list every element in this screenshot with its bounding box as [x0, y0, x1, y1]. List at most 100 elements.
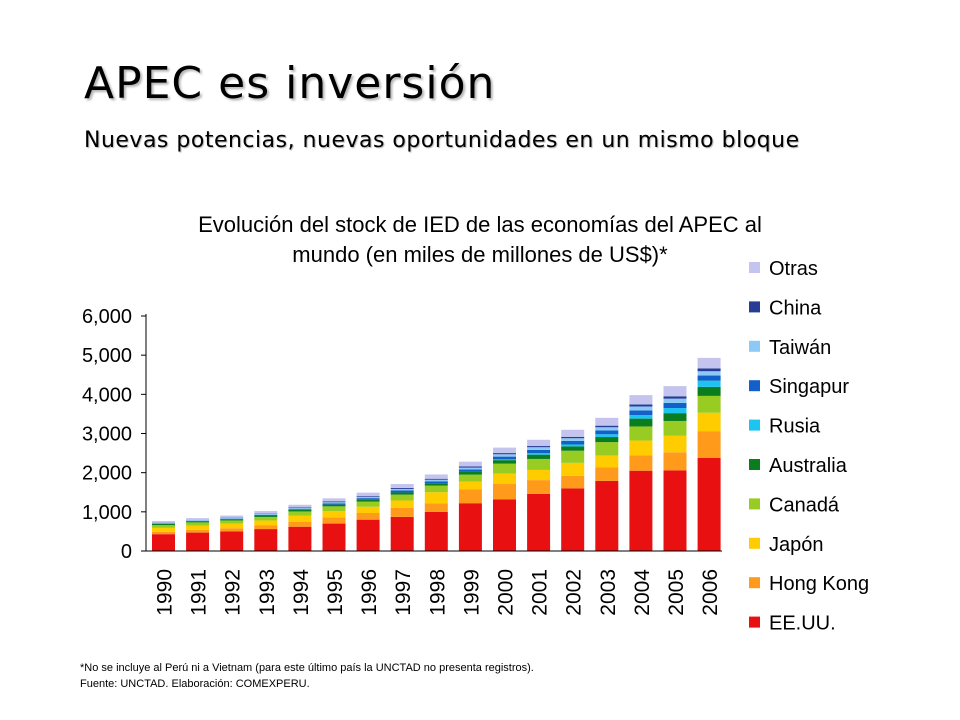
bar-segment: [527, 493, 551, 551]
x-tick-label: 2005: [665, 569, 688, 616]
bar-segment: [527, 458, 551, 470]
bar-segment: [527, 454, 551, 459]
bar-segment: [493, 447, 516, 454]
x-tick-label: 2002: [563, 569, 586, 616]
slide-title: APEC es inversión: [84, 58, 496, 109]
bar-segment: [663, 386, 687, 397]
bar-segment: [595, 417, 619, 426]
bar-segment: [152, 522, 175, 524]
bar-segment: [527, 447, 551, 450]
legend-label: Hong Kong: [769, 573, 869, 595]
bar-segment: [629, 440, 653, 456]
legend-swatch: [749, 301, 760, 313]
bar-segment: [356, 506, 380, 514]
bar-segment: [390, 490, 414, 493]
bar-segment: [152, 523, 175, 526]
bar-segment: [629, 404, 653, 407]
x-tick-label: 1998: [426, 569, 449, 616]
bar-segment: [561, 446, 585, 451]
bar-segment: [561, 440, 585, 445]
bar-segment: [458, 469, 482, 472]
bar-segment: [288, 521, 312, 527]
bar-segment: [356, 492, 380, 497]
x-tick-label: 2001: [529, 569, 552, 616]
bar-segment: [186, 529, 210, 533]
bar-segment: [663, 396, 687, 399]
bar-segment: [595, 437, 619, 443]
bar-segment: [356, 496, 380, 497]
bar-segment: [288, 509, 312, 510]
bar-segment: [356, 498, 380, 500]
bar-segment: [152, 521, 175, 523]
x-tick-label: 2000: [495, 569, 518, 616]
bar-segment: [152, 534, 175, 551]
bar-segment: [356, 499, 380, 502]
bar-segment: [561, 438, 585, 441]
y-tick-label: 2,000: [82, 463, 132, 485]
bar-segment: [697, 457, 721, 551]
bar-segment: [493, 454, 516, 457]
bar-segment: [595, 434, 619, 438]
y-tick-label: 3,000: [82, 424, 132, 446]
bar-segment: [288, 507, 312, 509]
bar-segment: [458, 466, 482, 468]
bar-segment: [663, 408, 687, 414]
bar-segment: [595, 480, 619, 551]
bar-segment: [493, 460, 516, 464]
bar-segment: [493, 484, 516, 500]
bar-segment: [254, 514, 278, 516]
bar-segment: [390, 492, 414, 495]
bar-segment: [697, 412, 721, 432]
x-tick-label: 1996: [358, 569, 381, 616]
bar-segment: [697, 375, 721, 381]
bar-segment: [493, 453, 516, 455]
bar-segment: [220, 523, 244, 529]
bar-segment: [663, 420, 687, 436]
bar-segment: [390, 488, 414, 491]
chart-title-line-2: mundo (en miles de millones de US$)*: [292, 242, 668, 267]
bar-segment: [595, 425, 619, 428]
legend-swatch: [749, 498, 760, 510]
legend-swatch: [749, 419, 760, 431]
bar-segment: [186, 520, 210, 521]
bar-segment: [152, 525, 175, 528]
x-tick-label: 1995: [324, 569, 347, 616]
bar-segment: [322, 498, 346, 502]
bar-segment: [424, 479, 448, 482]
legend-label: Rusia: [769, 416, 821, 438]
bar-segment: [390, 500, 414, 508]
bar-segment: [663, 435, 687, 453]
bar-segment: [424, 474, 448, 479]
bar-segment: [220, 519, 244, 521]
bar-segment: [186, 525, 210, 530]
bar-segment: [493, 456, 516, 460]
legend-label: Otras: [769, 258, 818, 280]
bar-segment: [254, 515, 278, 517]
bar-segment: [390, 507, 414, 517]
bar-segment: [424, 481, 448, 484]
bar-segment: [322, 502, 346, 504]
slide-subtitle: Nuevas potencias, nuevas oportunidades e…: [84, 128, 800, 153]
bar-segment: [458, 503, 482, 551]
bar-segment: [356, 519, 380, 551]
bar-segment: [424, 492, 448, 504]
bar-segment: [254, 516, 278, 521]
bar-segment: [322, 517, 346, 524]
bar-segment: [663, 413, 687, 421]
bar-segment: [322, 504, 346, 507]
legend-label: Australia: [769, 455, 848, 477]
bar-segment: [561, 450, 585, 463]
bar-segment: [424, 503, 448, 512]
bar-segment: [629, 410, 653, 416]
bar-segment: [424, 483, 448, 486]
bar-segment: [424, 511, 448, 551]
legend-swatch: [749, 577, 760, 589]
bar-segment: [595, 455, 619, 468]
legend-label: Taiwán: [769, 337, 831, 359]
bar-segment: [697, 431, 721, 458]
bar-segment: [322, 506, 346, 512]
bar-segment: [288, 508, 312, 510]
y-tick-label: 5,000: [82, 345, 132, 367]
bar-segment: [322, 503, 346, 505]
